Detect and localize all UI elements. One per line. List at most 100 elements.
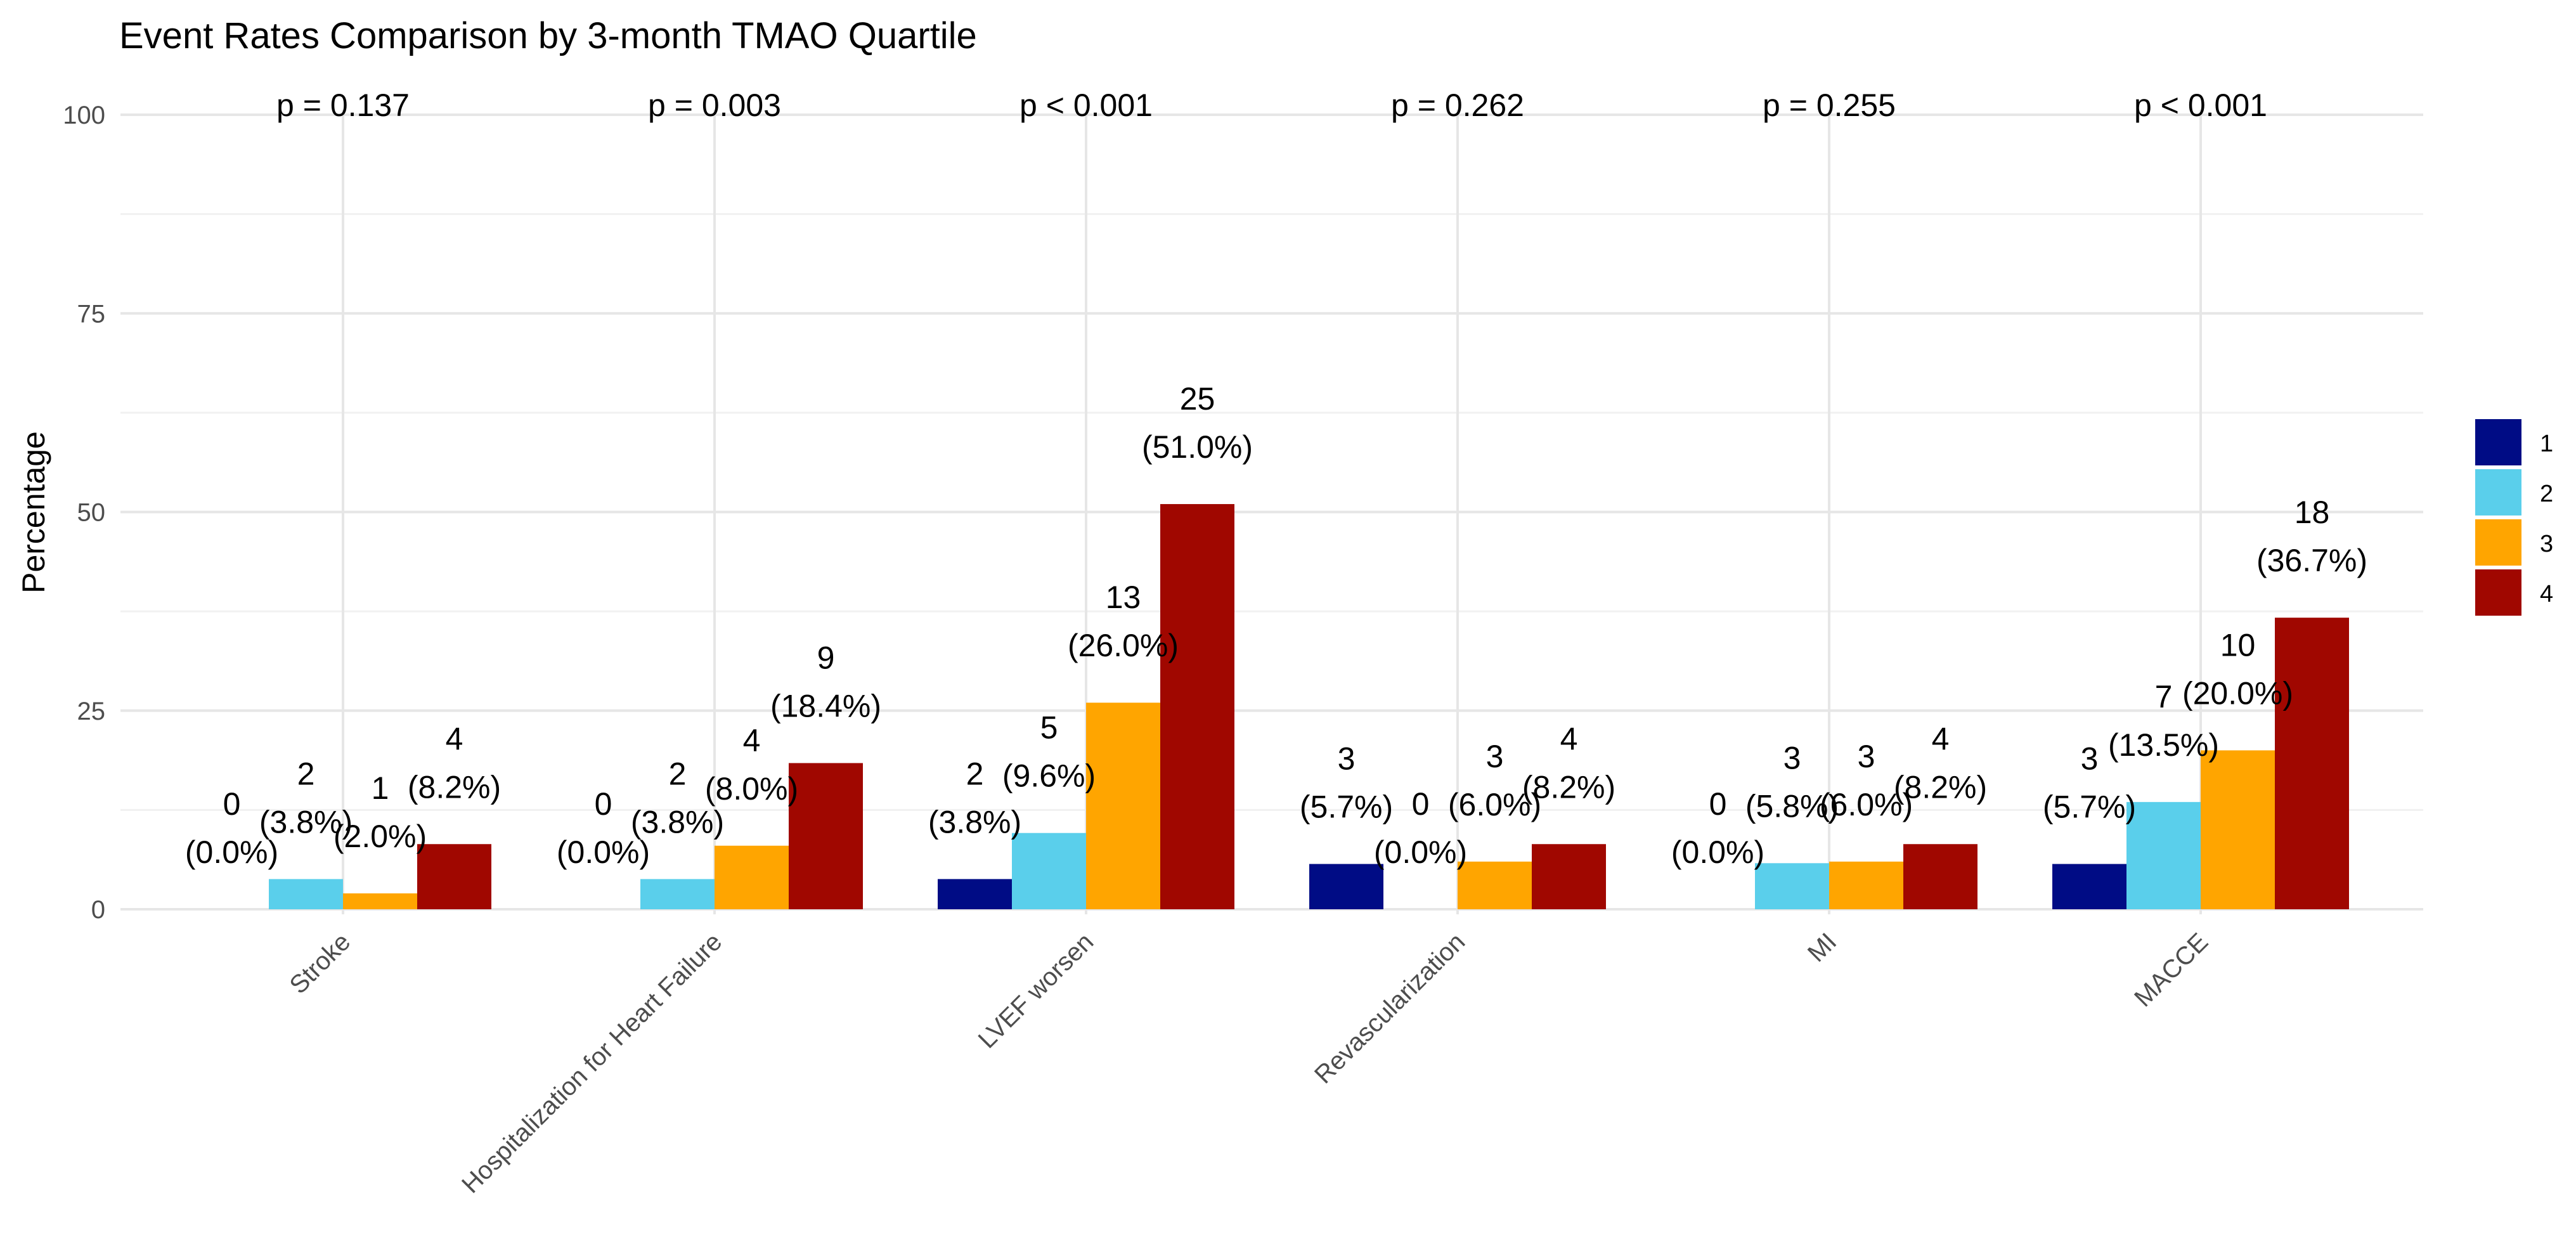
data-label-percent: (26.0%) <box>1068 628 1179 663</box>
data-label-percent: (0.0%) <box>557 834 650 870</box>
data-label-count: 3 <box>1783 740 1801 775</box>
data-label-count: 25 <box>1180 381 1215 417</box>
data-label-count: 4 <box>743 723 761 758</box>
bar <box>789 763 863 909</box>
legend-label: 1 <box>2540 431 2553 457</box>
data-label-count: 2 <box>966 756 984 791</box>
data-label-percent: (5.8%) <box>1745 788 1839 824</box>
data-label-percent: (3.8%) <box>928 804 1021 840</box>
bar <box>1532 844 1606 909</box>
x-tick-label: MI <box>1803 928 1842 968</box>
data-labels: 0 (0.0%) 2 (3.8%) 1 (2.0%) 4 (8.2%) 0 (0.0%) 2 (3.8… <box>185 381 2367 870</box>
p-value-label: p < 0.001 <box>2134 88 2267 123</box>
data-label-count: 7 <box>2155 679 2173 715</box>
bar <box>1755 863 1829 909</box>
data-label-percent: (51.0%) <box>1142 429 1253 465</box>
data-label-percent: (8.0%) <box>705 771 798 807</box>
bar <box>640 879 715 909</box>
data-label-percent: (13.5%) <box>2108 727 2219 763</box>
legend-swatch <box>2475 569 2521 616</box>
data-label-percent: (8.2%) <box>1522 769 1615 805</box>
data-label-count: 3 <box>1338 741 1356 777</box>
data-label-count: 2 <box>669 756 687 791</box>
data-label-percent: (5.7%) <box>1300 789 1393 825</box>
bar <box>2275 618 2349 909</box>
data-label-percent: (8.2%) <box>408 769 501 805</box>
data-label-percent: (36.7%) <box>2256 543 2367 578</box>
bar <box>2052 864 2126 909</box>
bar <box>938 879 1012 909</box>
p-value-annotations: p = 0.137 p = 0.003 p < 0.001 p = 0.262 p = … <box>276 88 2267 123</box>
data-label-count: 0 <box>595 786 612 822</box>
data-label-percent: (18.4%) <box>770 688 881 723</box>
y-tick-label: 100 <box>63 101 105 129</box>
data-label-percent: (8.2%) <box>1894 769 1987 805</box>
bar <box>269 879 343 909</box>
data-label-percent: (6.0%) <box>1448 787 1541 822</box>
p-value-label: p = 0.262 <box>1391 88 1524 123</box>
bar <box>1086 703 1160 909</box>
y-tick-label: 25 <box>77 697 106 725</box>
data-label-percent: (3.8%) <box>259 804 353 840</box>
p-value-label: p = 0.137 <box>276 88 410 123</box>
bar <box>1160 503 1234 909</box>
data-label-count: 3 <box>2081 741 2099 777</box>
bar <box>343 893 417 909</box>
data-label-count: 0 <box>1412 786 1430 822</box>
data-label-count: 4 <box>1932 721 1950 756</box>
x-tick-label: Revascularization <box>1309 928 1470 1089</box>
y-tick-label: 50 <box>77 499 106 527</box>
legend-label: 2 <box>2540 481 2553 507</box>
y-axis-label: Percentage <box>16 431 51 593</box>
x-axis-ticks: Stroke Hospitalization for Heart Failure L… <box>285 928 2214 1198</box>
bar <box>1458 861 1532 909</box>
data-label-percent: (6.0%) <box>1820 787 1913 822</box>
data-label-count: 3 <box>1858 739 1875 774</box>
bar <box>715 845 789 909</box>
data-label-count: 9 <box>817 640 835 675</box>
bar <box>417 844 491 909</box>
data-label-count: 5 <box>1040 710 1058 746</box>
data-label-percent: (0.0%) <box>1671 834 1764 870</box>
data-label-count: 4 <box>446 721 463 756</box>
x-tick-label: Stroke <box>285 928 356 999</box>
data-label-count: 3 <box>1486 739 1504 774</box>
bar <box>1309 864 1383 909</box>
p-value-label: p = 0.003 <box>648 88 781 123</box>
data-label-count: 4 <box>1560 721 1578 756</box>
data-label-count: 13 <box>1106 580 1141 615</box>
data-label-percent: (0.0%) <box>185 834 278 870</box>
data-label-count: 10 <box>2220 627 2256 663</box>
legend-label: 3 <box>2540 531 2553 557</box>
bar <box>1903 844 1977 909</box>
legend-swatch <box>2475 519 2521 566</box>
p-value-label: p < 0.001 <box>1019 88 1153 123</box>
x-tick-label: MACCE <box>2129 928 2213 1012</box>
x-tick-label: LVEF worsen <box>973 928 1099 1054</box>
data-label-percent: (0.0%) <box>1374 834 1467 870</box>
y-axis-ticks: 0 25 50 75 100 <box>63 101 105 924</box>
data-label-count: 0 <box>1709 786 1727 822</box>
legend-label: 4 <box>2540 581 2553 607</box>
data-label-percent: (20.0%) <box>2182 675 2293 711</box>
legend: 1 2 3 4 <box>2475 419 2553 616</box>
y-tick-label: 0 <box>91 896 105 924</box>
gridlines <box>120 110 2423 914</box>
x-tick-label: Hospitalization for Heart Failure <box>456 928 727 1198</box>
data-label-count: 2 <box>297 756 315 791</box>
bar <box>2126 801 2201 909</box>
data-label-count: 18 <box>2294 495 2330 530</box>
chart-title: Event Rates Comparison by 3-month TMAO Q… <box>119 15 977 56</box>
bar <box>1829 861 1903 909</box>
data-label-count: 1 <box>372 770 389 806</box>
data-label-percent: (5.7%) <box>2043 789 2136 825</box>
data-label-percent: (2.0%) <box>333 819 427 854</box>
data-label-count: 0 <box>223 786 241 822</box>
bar <box>2201 750 2275 909</box>
bars <box>269 503 2349 909</box>
legend-swatch <box>2475 419 2521 465</box>
data-label-percent: (9.6%) <box>1002 758 1096 794</box>
data-label-percent: (3.8%) <box>631 804 724 840</box>
p-value-label: p = 0.255 <box>1763 88 1896 123</box>
